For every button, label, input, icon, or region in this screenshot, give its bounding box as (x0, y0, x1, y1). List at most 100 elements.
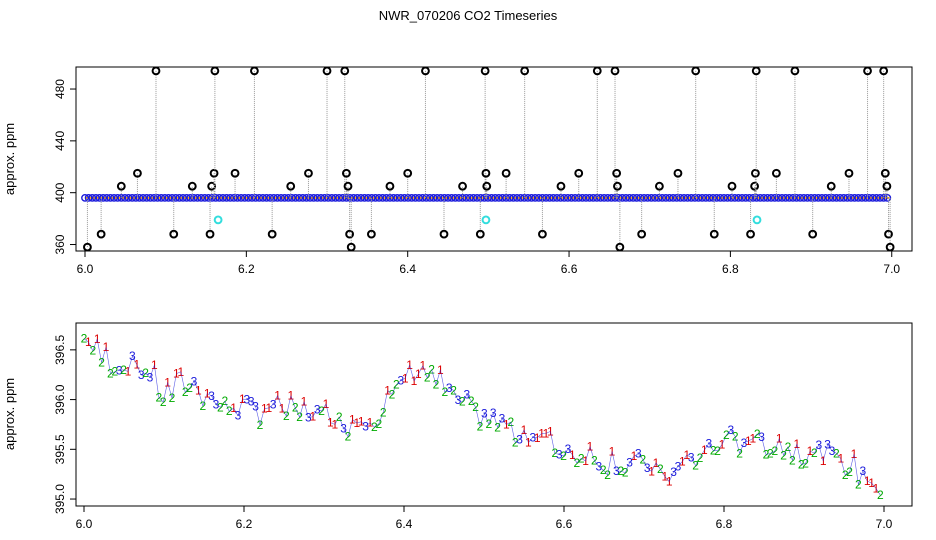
bottom-connector (845, 471, 850, 476)
top-baseline-point (549, 193, 558, 202)
top-baseline-point (553, 193, 561, 202)
bottom-connector (189, 381, 195, 389)
bottom-connector (624, 462, 630, 473)
top-baseline-point (440, 193, 449, 202)
top-baseline-point (150, 193, 158, 202)
bottom-connector (391, 384, 397, 395)
bottom-connector (88, 341, 94, 351)
bottom-connector (294, 407, 300, 418)
bottom-connector (167, 382, 173, 398)
top-baseline-point (814, 193, 823, 202)
bottom-connector (110, 371, 115, 374)
top-baseline-point (168, 193, 177, 202)
bottom-connector (141, 372, 146, 376)
top-spike-point (116, 181, 126, 191)
top-baseline-point (665, 193, 674, 202)
top-baseline-point (603, 193, 612, 202)
top-baseline-point (640, 193, 648, 202)
bottom-series-2-point: 2 (877, 488, 884, 502)
top-baseline-point (425, 193, 434, 202)
top-plot-frame (75, 66, 913, 252)
top-baseline-point (280, 193, 289, 202)
top-baseline-point (233, 193, 242, 202)
bottom-connector (426, 369, 432, 378)
top-baseline-point (836, 193, 845, 202)
bottom-connector (193, 381, 199, 391)
bottom-connector (211, 395, 217, 405)
top-baseline-point (756, 193, 765, 202)
top-baseline-point (491, 193, 500, 202)
bottom-connector (466, 394, 472, 401)
top-spike-point (366, 229, 376, 239)
top-baseline-point (146, 193, 155, 202)
bottom-connector (180, 371, 186, 393)
top-baseline-point (592, 193, 601, 202)
bottom-connector (233, 407, 239, 416)
top-baseline-point (251, 193, 260, 202)
bottom-connector (198, 390, 204, 406)
top-baseline-point (676, 193, 685, 202)
top-baseline-point (131, 193, 140, 202)
top-spike-point (169, 229, 179, 239)
top-baseline-point (349, 193, 358, 202)
bottom-connector (158, 397, 164, 403)
bottom-connector (510, 422, 516, 443)
top-baseline-point (632, 193, 641, 202)
top-y-axis-label: approx. ppm (2, 123, 17, 195)
top-baseline-point (574, 193, 583, 202)
top-baseline-point (128, 193, 137, 202)
bottom-connector (176, 371, 181, 374)
top-x-tick-label: 6.8 (722, 262, 739, 276)
top-baseline-point (124, 193, 133, 202)
bottom-connector (506, 421, 511, 425)
bottom-connector (620, 470, 626, 474)
bottom-connector (281, 408, 287, 417)
top-baseline-point (821, 193, 830, 202)
top-baseline-point (625, 193, 634, 202)
bottom-y-tick-label: 396.0 (53, 384, 67, 414)
bottom-connector (127, 356, 133, 372)
bottom-connector (655, 462, 661, 470)
top-spike-point (538, 229, 547, 239)
bottom-connector (207, 393, 212, 397)
top-baseline-point (102, 193, 111, 202)
top-baseline-point (687, 193, 696, 202)
bottom-connector (268, 404, 274, 409)
bottom-connector (757, 433, 762, 438)
bottom-connector (721, 434, 727, 445)
top-x-tick-label: 6.0 (77, 262, 94, 276)
top-baseline-point (661, 193, 670, 202)
bottom-connector (492, 412, 498, 428)
top-spike-point (439, 229, 449, 239)
bottom-connector (404, 364, 410, 379)
top-baseline-point (567, 193, 576, 202)
top-baseline-point (752, 193, 761, 202)
bottom-connector (431, 369, 437, 385)
top-baseline-point (313, 193, 322, 202)
bottom-connector (264, 407, 269, 409)
bottom-connector (325, 403, 331, 423)
top-baseline-point (81, 193, 89, 202)
top-baseline-point (429, 193, 438, 202)
bottom-connector (699, 449, 705, 458)
top-baseline-point (262, 193, 271, 202)
top-baseline-point (367, 193, 376, 202)
top-spike-point (187, 181, 197, 191)
top-baseline-point (629, 193, 638, 202)
top-baseline-point (298, 193, 307, 202)
bottom-connector (814, 444, 820, 454)
bottom-chart-ticks: 6.0 6.2 6.4 6.6 6.8 7.0 395.0 395.5 396.0 396.5 (53, 335, 893, 531)
bottom-connector (444, 387, 450, 393)
bottom-connector (171, 373, 177, 398)
top-spike-point (613, 181, 622, 191)
top-baseline-point (494, 193, 503, 202)
top-baseline-point (563, 193, 572, 202)
top-baseline-point (229, 193, 238, 202)
top-baseline-point (611, 193, 619, 202)
bottom-connector (651, 462, 657, 472)
top-baseline-point (110, 193, 118, 202)
top-baseline-point (527, 193, 536, 202)
bottom-connector (796, 443, 802, 465)
